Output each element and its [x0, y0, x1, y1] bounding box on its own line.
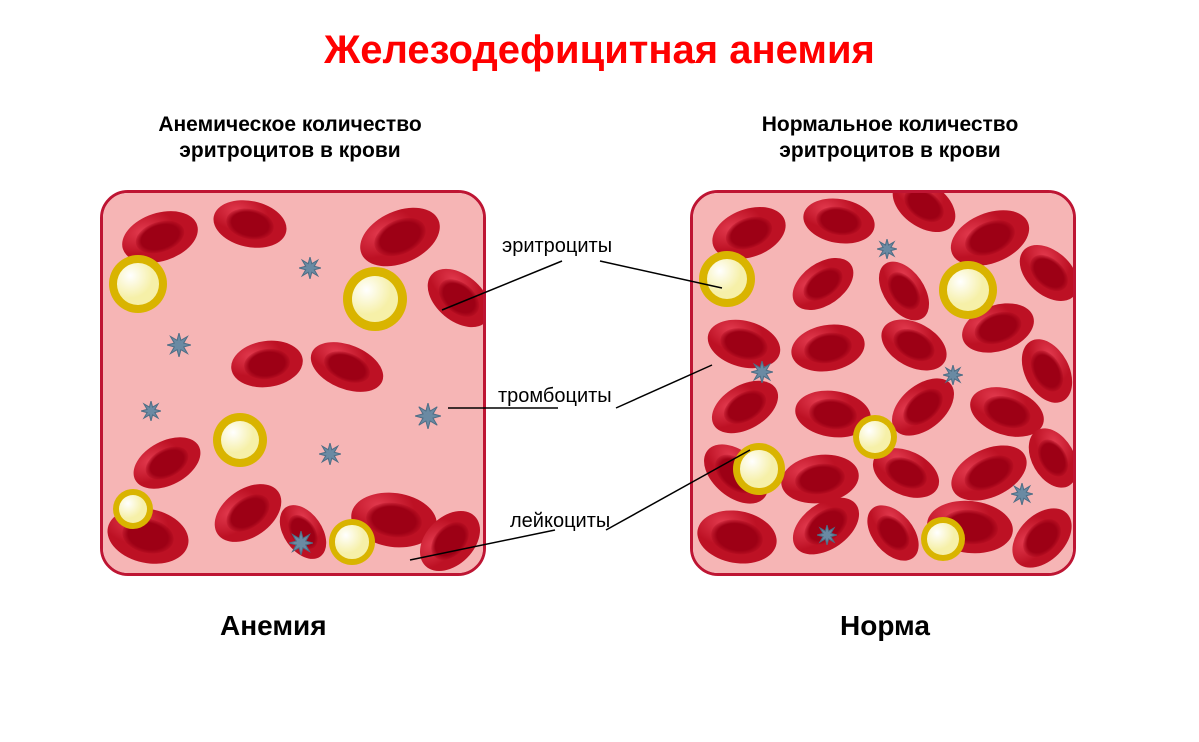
thrombocyte — [1011, 483, 1033, 505]
leukocyte — [853, 415, 897, 459]
thrombocyte — [141, 401, 161, 421]
anemia-panel — [100, 190, 486, 576]
leukocyte — [939, 261, 997, 319]
thrombocyte — [289, 531, 313, 555]
erythrocytes-label: эритроциты — [502, 235, 612, 258]
thrombocyte — [877, 239, 897, 259]
leukocyte — [699, 251, 755, 307]
thrombocyte — [299, 257, 321, 279]
thrombocytes-label: тромбоциты — [498, 385, 612, 408]
main-title: Железодефицитная анемия — [0, 28, 1199, 73]
thrombocyte — [943, 365, 963, 385]
right-subtitle: Нормальное количествоэритроцитов в крови — [700, 112, 1080, 165]
thrombocyte — [319, 443, 341, 465]
leukocyte — [213, 413, 267, 467]
leukocytes-label: лейкоциты — [510, 510, 610, 533]
left-subtitle: Анемическое количествоэритроцитов в кров… — [100, 112, 480, 165]
normal-bottom-label: Норма — [840, 610, 930, 642]
leukocyte — [113, 489, 153, 529]
anemia-bottom-label: Анемия — [220, 610, 327, 642]
leukocyte — [329, 519, 375, 565]
thrombocyte — [751, 361, 773, 383]
leukocyte — [733, 443, 785, 495]
leukocyte — [109, 255, 167, 313]
thrombocyte — [415, 403, 441, 429]
thrombocyte — [167, 333, 191, 357]
leukocyte — [343, 267, 407, 331]
normal-panel — [690, 190, 1076, 576]
thrombocyte — [817, 525, 837, 545]
leukocyte — [921, 517, 965, 561]
